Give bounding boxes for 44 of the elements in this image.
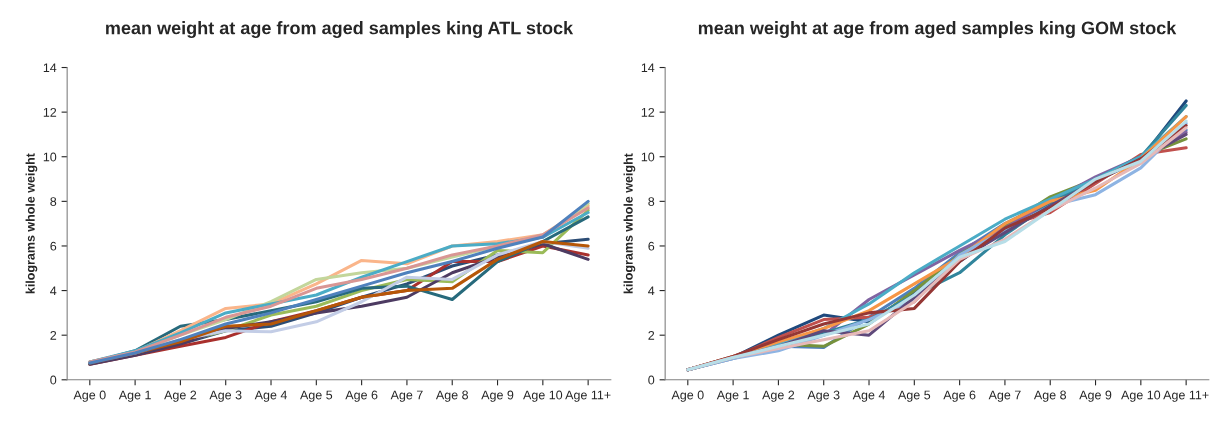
x-tick-label: Age 6	[943, 390, 976, 402]
x-tick-label: Age 3	[209, 390, 242, 402]
y-tick-label: 0	[648, 375, 655, 385]
y-tick-label: 10	[641, 152, 655, 162]
y-axis-title: kilograms whole weight	[623, 153, 636, 294]
y-axis-title: kilograms whole weight	[25, 153, 38, 294]
x-tick-label: Age 1	[716, 390, 749, 402]
x-tick-label: Age 8	[1033, 390, 1067, 402]
y-tick-label: 14	[641, 63, 655, 73]
x-tick-label: Age 0	[73, 390, 106, 402]
x-tick-label: Age 7	[988, 390, 1021, 402]
y-tick-label: 2	[648, 330, 655, 340]
x-tick-label: Age 5	[898, 390, 931, 402]
x-tick-label: Age 5	[300, 390, 333, 402]
x-tick-label: Age 1	[118, 390, 151, 402]
y-tick-label: 12	[43, 107, 57, 117]
y-tick-label: 8	[50, 197, 57, 207]
y-tick-label: 4	[648, 286, 655, 296]
x-tick-label: Age 3	[807, 390, 840, 402]
x-tick-label: Age 2	[762, 390, 795, 402]
y-tick-label: 0	[50, 375, 57, 385]
x-tick-label: Age 11+	[1163, 390, 1209, 402]
y-tick-label: 6	[648, 241, 655, 251]
x-tick-label: Age 10	[1121, 390, 1161, 402]
y-tick-label: 6	[50, 241, 57, 251]
x-tick-label: Age 4	[254, 390, 287, 402]
x-tick-label: Age 2	[164, 390, 197, 402]
y-tick-label: 2	[50, 330, 57, 340]
x-tick-label: Age 6	[345, 390, 378, 402]
x-tick-label: Age 0	[671, 390, 704, 402]
y-tick-label: 14	[43, 63, 57, 73]
y-tick-label: 12	[641, 107, 655, 117]
chart-title: mean weight at age from aged samples king ATL stock	[106, 21, 574, 39]
x-tick-label: Age 9	[1079, 390, 1112, 402]
x-tick-label: Age 10	[523, 390, 563, 402]
x-tick-label: Age 11+	[565, 390, 611, 402]
y-tick-label: 8	[648, 197, 655, 207]
x-tick-label: Age 8	[435, 390, 469, 402]
y-tick-label: 10	[43, 152, 57, 162]
x-tick-label: Age 7	[390, 390, 423, 402]
x-tick-label: Age 4	[852, 390, 885, 402]
chart-title: mean weight at age from aged samples king GOM stock	[698, 21, 1177, 39]
y-tick-label: 4	[50, 286, 57, 296]
x-tick-label: Age 9	[481, 390, 514, 402]
